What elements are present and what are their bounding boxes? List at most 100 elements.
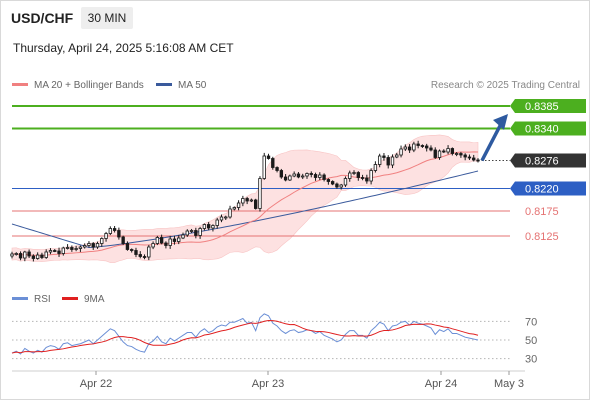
rsi-line xyxy=(11,313,479,355)
candle-body xyxy=(275,167,279,171)
candle-body xyxy=(335,183,339,188)
ma50-label: MA 50 xyxy=(178,80,207,91)
level-label-bg-1 xyxy=(515,121,586,136)
candle-body xyxy=(44,251,48,258)
candle-body xyxy=(211,225,215,229)
legend-ma50: MA 50 xyxy=(156,80,206,91)
candle-body xyxy=(258,178,262,209)
candle-body xyxy=(108,228,113,234)
projection-arrow-head xyxy=(493,114,508,130)
candle-body xyxy=(91,243,95,248)
level-label-tip-0 xyxy=(510,99,515,113)
candle-body xyxy=(232,207,236,210)
candle-body xyxy=(412,143,416,151)
legend-ma20: MA 20 + Bollinger Bands xyxy=(12,80,144,91)
candle-body xyxy=(348,172,352,179)
candle-body xyxy=(74,248,78,250)
candle-body xyxy=(202,224,207,229)
candle-body xyxy=(121,236,125,244)
candle-body xyxy=(245,198,249,202)
ma50-line xyxy=(11,170,479,249)
candle-body xyxy=(87,243,91,246)
level-label-tip-1 xyxy=(510,121,515,136)
candle-body xyxy=(360,177,365,179)
candle-body xyxy=(206,224,211,229)
candle-body xyxy=(151,243,155,248)
candle-body xyxy=(279,170,284,178)
rsi-ma-label: 9MA xyxy=(84,294,105,305)
candle-body xyxy=(215,219,219,226)
symbol-title: USD/CHF xyxy=(11,10,74,26)
candle-body xyxy=(254,199,258,209)
level-label-tip-3 xyxy=(510,181,515,196)
candle-body xyxy=(446,148,450,153)
candle-body xyxy=(390,156,395,166)
candle-body xyxy=(65,247,70,249)
candle-body xyxy=(236,202,241,208)
candle-body xyxy=(185,230,189,236)
candle-body xyxy=(177,237,181,242)
rsi-label: RSI xyxy=(34,294,51,305)
rsi-level-label-50: 50 xyxy=(525,335,537,347)
candle-body xyxy=(262,155,266,179)
candle-body xyxy=(57,250,61,254)
candle-body xyxy=(249,199,254,202)
candle-body xyxy=(476,159,480,162)
level-label-3: 0.8220 xyxy=(525,184,559,196)
level-label-0: 0.8385 xyxy=(525,101,559,113)
candle-body xyxy=(377,155,382,165)
level-label-5: 0.8125 xyxy=(525,231,559,243)
level-label-2: 0.8276 xyxy=(525,156,559,168)
candle-body xyxy=(467,156,472,159)
candle-body xyxy=(459,153,463,156)
candle-body xyxy=(27,251,31,257)
ma20-line xyxy=(11,151,479,257)
candle-body xyxy=(48,250,53,253)
candle-body xyxy=(198,228,202,236)
candle-body xyxy=(31,255,36,259)
candle-body xyxy=(292,173,296,177)
level-label-1: 0.8340 xyxy=(525,124,559,136)
candle-body xyxy=(352,172,356,174)
candle-body xyxy=(369,170,373,182)
candle-body xyxy=(78,246,83,249)
ma20-label: MA 20 + Bollinger Bands xyxy=(34,80,144,91)
header-bar: USD/CHF 30 MIN xyxy=(0,0,590,34)
projection-arrow-shaft xyxy=(480,121,504,162)
candle-body xyxy=(172,238,177,242)
x-tick-label-0: Apr 22 xyxy=(80,378,112,390)
x-tick-label-1: Apr 23 xyxy=(252,378,284,390)
candle-body xyxy=(305,173,309,177)
candle-body xyxy=(70,247,74,250)
x-tick-label-3: May 3 xyxy=(494,378,524,390)
rsi-ma-line xyxy=(11,320,479,354)
candle-body xyxy=(10,253,14,257)
candle-body xyxy=(159,237,164,244)
candle-body xyxy=(100,238,104,244)
candle-body xyxy=(40,254,44,258)
credit-label: Research © 2025 Trading Central xyxy=(430,80,580,91)
candle-body xyxy=(322,174,326,180)
candle-body xyxy=(442,150,446,153)
candle-body xyxy=(138,254,142,257)
candle-body xyxy=(164,242,168,246)
candle-body xyxy=(104,233,108,239)
candle-body xyxy=(386,157,390,166)
candle-body xyxy=(420,145,425,147)
candle-body xyxy=(463,154,467,158)
candle-body xyxy=(241,198,245,204)
candle-body xyxy=(168,238,172,246)
timeframe-badge[interactable]: 30 MIN xyxy=(81,7,133,29)
candle-body xyxy=(407,146,412,151)
legend-rsi: RSI xyxy=(12,294,51,305)
rsi-level-label-70: 70 xyxy=(525,316,537,328)
candle-body xyxy=(117,230,121,238)
candle-body xyxy=(189,230,194,232)
candle-body xyxy=(95,243,100,248)
candle-body xyxy=(450,148,455,154)
candle-body xyxy=(343,178,348,186)
rsi-swatch xyxy=(12,296,28,300)
candle-body xyxy=(365,177,369,182)
bollinger-band xyxy=(11,134,479,263)
